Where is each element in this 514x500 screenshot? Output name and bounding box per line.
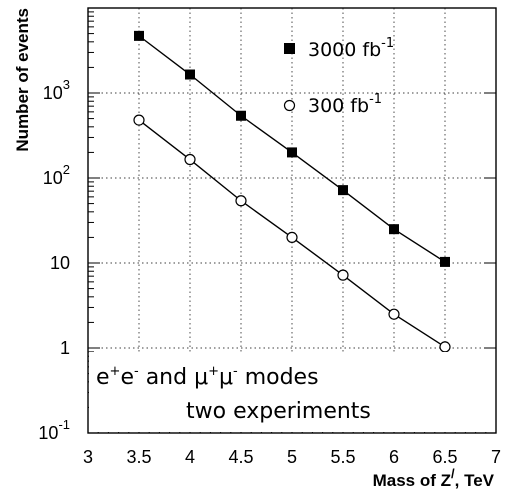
x-tick-label: 4 [185, 447, 195, 467]
x-tick-label: 4.5 [228, 447, 253, 467]
y-tick-label: 10-1 [38, 417, 70, 443]
annotation-experiments: two experiments [186, 399, 371, 424]
series-0-point [236, 110, 246, 121]
x-tick-label: 3 [83, 447, 93, 467]
series-0-point [287, 147, 297, 158]
series-0-point [389, 224, 399, 235]
series-0-point [338, 185, 348, 196]
legend-marker-filled-square [284, 43, 295, 54]
y-axis-title: Number of events [13, 8, 32, 152]
series-1-point [337, 269, 349, 281]
legend-label-300: 300 fb-1 [308, 92, 382, 117]
series-1-point [133, 114, 145, 126]
series-1-point [439, 341, 451, 353]
y-tick-label: 102 [43, 162, 70, 188]
series-1-point [286, 231, 298, 244]
x-tick-label: 6.5 [432, 447, 457, 467]
x-tick-labels: 3 3.5 4 4.5 5 5.5 6 6.5 7 [83, 447, 501, 467]
x-tick-label: 5.5 [330, 447, 355, 467]
annotation-box [89, 352, 495, 432]
x-tick-label: 6 [389, 447, 399, 467]
y-tick-labels: 10-1 1 10 102 103 [38, 77, 70, 443]
legend: 3000 fb-1 300 fb-1 [283, 36, 394, 117]
legend-marker-open-circle [283, 99, 296, 112]
y-tick-label: 103 [43, 77, 70, 103]
annotation-modes: e+e- and μ+μ- modes [96, 364, 319, 390]
series-0-point [185, 69, 195, 80]
grid [88, 8, 496, 433]
y-tick-label: 10 [50, 253, 70, 273]
series [133, 30, 451, 353]
x-tick-label: 7 [491, 447, 501, 467]
series-0-point [134, 30, 144, 41]
legend-label-3000: 3000 fb-1 [308, 36, 394, 61]
series-1-point [235, 195, 247, 207]
x-tick-label: 3.5 [126, 447, 151, 467]
series-0-point [440, 256, 450, 267]
series-1-point [388, 308, 400, 320]
series-1-point [184, 153, 196, 166]
x-axis-title: Mass of Z/, TeV [373, 466, 495, 490]
y-tick-label: 1 [60, 338, 70, 358]
x-tick-label: 5 [287, 447, 297, 467]
